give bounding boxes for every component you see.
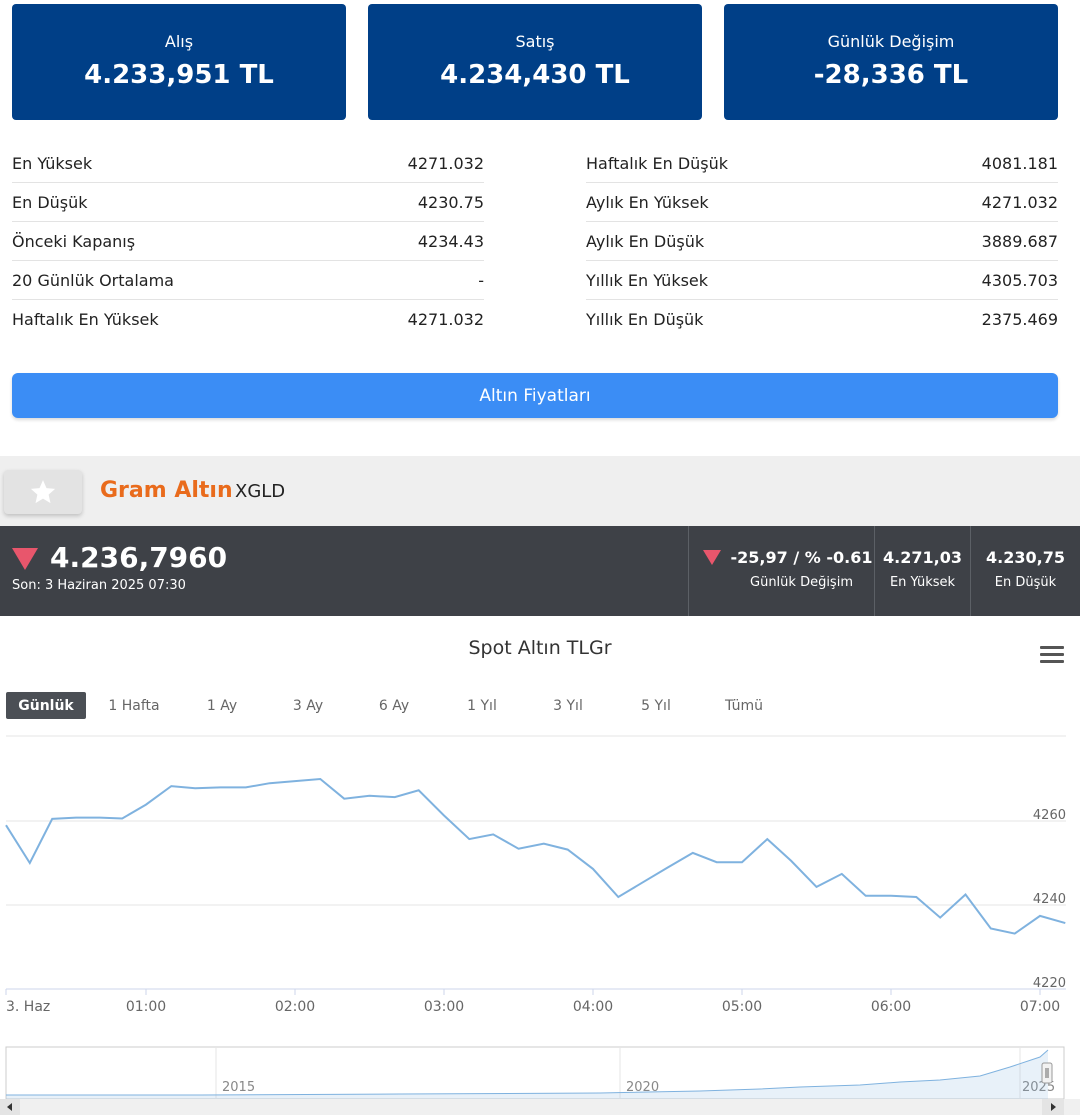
navigator-area xyxy=(6,1050,1048,1099)
daily-change-value: -28,336 TL xyxy=(813,60,969,90)
ticker-high: 4.271,03 En Yüksek xyxy=(874,526,970,616)
stats-table-left: En Yüksek 4271.032 En Düşük 4230.75 Önceki… xyxy=(12,144,484,339)
range-button[interactable]: 3 Ay xyxy=(292,697,324,714)
x-tick-label: 01:00 xyxy=(126,999,166,1015)
x-tick-label: 02:00 xyxy=(275,999,315,1015)
change-value: -25,97 / % -0.61 xyxy=(730,548,873,567)
stat-value: 4230.75 xyxy=(417,192,484,212)
stat-label: Yıllık En Düşük xyxy=(586,310,704,329)
daily-change-label: Günlük Değişim xyxy=(827,32,955,51)
range-button[interactable]: 6 Ay xyxy=(378,697,410,714)
stat-row: Aylık En Düşük 3889.687 xyxy=(586,222,1058,261)
stat-label: Yıllık En Yüksek xyxy=(586,270,709,290)
stat-label: Aylık En Yüksek xyxy=(586,192,709,212)
high-label: En Yüksek xyxy=(889,575,956,590)
stat-label: Aylık En Düşük xyxy=(586,231,705,251)
stat-value: - xyxy=(478,270,484,290)
stat-label: 20 Günlük Ortalama xyxy=(12,270,174,290)
stat-value: 4305.703 xyxy=(981,270,1058,290)
stat-row: Önceki Kapanış 4234.43 xyxy=(12,222,484,261)
stat-value: 4271.032 xyxy=(407,153,484,173)
range-button[interactable]: Günlük xyxy=(6,692,86,719)
stat-label: En Yüksek xyxy=(12,153,93,173)
buy-price-card: Alış 4.233,951 TL xyxy=(12,4,346,120)
favorite-button[interactable] xyxy=(4,470,82,514)
down-triangle-icon xyxy=(12,548,38,570)
high-value: 4.271,03 xyxy=(883,548,962,567)
chevron-right-icon xyxy=(1051,1103,1056,1111)
navigator-tick-label: 2025 xyxy=(1022,1080,1055,1095)
navigator-line xyxy=(6,1049,1049,1096)
sell-label: Satış xyxy=(515,32,555,51)
range-button[interactable]: 1 Ay xyxy=(206,697,238,714)
x-tick-label: 03:00 xyxy=(424,999,464,1015)
chart-navigator[interactable]: 2015 2020 2025 xyxy=(0,1045,1080,1117)
stat-value: 4081.181 xyxy=(981,153,1058,173)
price-chart: 4220 4240 4260 3. Haz 01:00 02:00 03:00 04:00 05… xyxy=(5,735,1066,1015)
ticker-bar xyxy=(0,526,1080,616)
buy-label: Alış xyxy=(164,32,194,51)
stat-value: 4271.032 xyxy=(981,192,1058,212)
sell-price-card: Satış 4.234,430 TL xyxy=(368,4,702,120)
stat-row: Haftalık En Düşük 4081.181 xyxy=(586,144,1058,183)
star-icon xyxy=(30,480,56,504)
price-cards: Alış 4.233,951 TL Satış 4.234,430 TL Gün… xyxy=(0,0,1080,122)
y-tick-label: 4220 xyxy=(1033,976,1066,991)
stat-label: Önceki Kapanış xyxy=(12,231,136,251)
stat-row: En Yüksek 4271.032 xyxy=(12,144,484,183)
range-button[interactable]: 1 Yıl xyxy=(467,697,497,714)
navigator-tick-label: 2020 xyxy=(626,1080,659,1095)
range-button[interactable]: 1 Hafta xyxy=(108,697,160,714)
hamburger-menu-icon[interactable] xyxy=(1040,646,1064,666)
range-button[interactable]: 5 Yıl xyxy=(641,697,671,714)
stat-row: Yıllık En Yüksek 4305.703 xyxy=(586,261,1058,300)
range-button[interactable]: Tümü xyxy=(724,697,763,714)
stat-row: Yıllık En Düşük 2375.469 xyxy=(586,300,1058,339)
x-tick-label: 07:00 xyxy=(1020,999,1060,1015)
asset-code: XGLD xyxy=(235,481,286,502)
sell-value: 4.234,430 TL xyxy=(440,60,630,90)
daily-change-card: Günlük Değişim -28,336 TL xyxy=(724,4,1058,120)
navigator-handle[interactable] xyxy=(1041,1062,1053,1084)
x-tick-label: 05:00 xyxy=(722,999,762,1015)
stat-label: En Düşük xyxy=(12,192,88,212)
stats-table-right: Haftalık En Düşük 4081.181 Aylık En Yükse… xyxy=(586,144,1058,339)
stat-value: 4234.43 xyxy=(417,231,484,251)
chart-title: Spot Altın TLGr xyxy=(468,637,612,659)
scrollbar-track[interactable] xyxy=(0,1099,1080,1115)
stat-row: Haftalık En Yüksek 4271.032 xyxy=(12,300,484,339)
ticker-low: 4.230,75 En Düşük xyxy=(970,526,1080,616)
ticker-daily-change: -25,97 / % -0.61 Günlük Değişim xyxy=(688,526,874,616)
navigator-frame xyxy=(5,1046,1065,1100)
y-tick-label: 4260 xyxy=(1033,808,1066,823)
stat-row: 20 Günlük Ortalama - xyxy=(12,261,484,300)
asset-title: Gram Altın xyxy=(100,478,233,503)
asset-header-band xyxy=(0,456,1080,526)
buy-value: 4.233,951 TL xyxy=(84,60,274,90)
range-button[interactable]: 3 Yıl xyxy=(553,697,583,714)
navigator-tick-label: 2015 xyxy=(222,1080,255,1095)
stat-row: Aylık En Yüksek 4271.032 xyxy=(586,183,1058,222)
low-label: En Düşük xyxy=(994,575,1057,590)
stat-row: En Düşük 4230.75 xyxy=(12,183,484,222)
y-tick-label: 4240 xyxy=(1033,892,1066,907)
stat-label: Haftalık En Yüksek xyxy=(12,310,159,329)
stat-value: 4271.032 xyxy=(407,310,484,329)
stat-value: 3889.687 xyxy=(981,231,1058,251)
ticker-timestamp: Son: 3 Haziran 2025 07:30 xyxy=(12,578,186,593)
price-series-line xyxy=(5,777,1066,935)
stat-label: Haftalık En Düşük xyxy=(586,153,729,173)
x-tick-label: 3. Haz xyxy=(6,999,50,1015)
chevron-left-icon xyxy=(7,1103,12,1111)
x-tick-label: 04:00 xyxy=(573,999,613,1015)
x-tick-label: 06:00 xyxy=(871,999,911,1015)
change-label: Günlük Değişim xyxy=(750,575,853,590)
low-value: 4.230,75 xyxy=(986,548,1065,567)
stat-value: 2375.469 xyxy=(981,310,1058,329)
gold-prices-button[interactable]: Altın Fiyatları xyxy=(12,373,1058,418)
down-triangle-icon xyxy=(703,550,721,565)
ticker-price: 4.236,7960 xyxy=(50,541,228,574)
